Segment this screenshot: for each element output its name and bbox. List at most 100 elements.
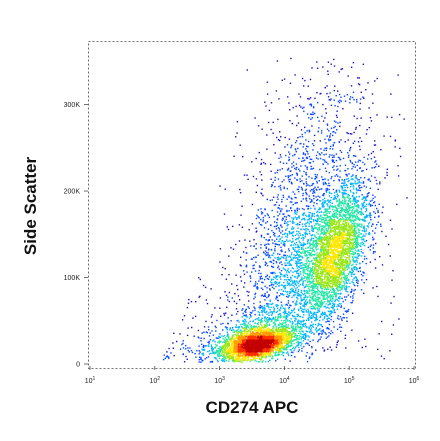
event-point [317,329,320,331]
event-point [170,352,172,354]
event-point [317,256,319,258]
event-point [356,278,359,281]
event-point [294,193,296,195]
event-point [291,198,293,200]
event-point [342,260,345,262]
event-point [306,205,308,207]
event-point [322,178,325,181]
event-point [219,333,221,335]
event-point [369,117,372,119]
event-point [345,252,347,255]
event-point [324,298,326,300]
event-point [352,245,355,247]
event-point [186,358,188,360]
event-point [313,190,315,192]
event-point [305,157,308,159]
event-point [228,255,230,257]
event-point [345,216,347,219]
event-point [355,188,357,191]
event-point [283,348,285,350]
event-point [333,58,335,61]
event-point [360,209,363,211]
event-point [229,327,231,330]
event-point [356,101,358,103]
event-point [302,323,305,325]
event-point [366,199,368,201]
event-point [320,287,322,289]
event-point [243,330,246,332]
event-point [279,309,281,312]
event-point [258,314,260,316]
event-point [326,293,329,295]
event-point [244,282,246,284]
event-point [346,203,348,205]
event-point [202,353,204,355]
event-point [351,209,353,212]
event-point [372,102,374,104]
event-point [366,195,368,198]
event-point [305,309,307,312]
event-point [328,332,330,334]
event-point [239,264,241,266]
event-point [315,349,317,351]
event-point [218,353,221,355]
event-point [208,329,210,331]
event-point [279,139,281,142]
event-point [356,285,359,287]
event-point [272,231,275,234]
event-point [325,210,327,212]
event-point [389,350,391,352]
event-point [313,267,316,269]
event-point [270,178,272,180]
event-point [332,166,334,169]
event-point [318,323,320,325]
event-point [325,281,327,283]
event-point [290,277,292,279]
event-point [345,206,347,208]
event-point [257,322,260,324]
event-point [290,291,292,293]
event-point [264,325,267,327]
event-point [309,103,311,106]
event-point [349,271,351,274]
event-point [192,317,194,319]
event-point [222,359,224,361]
event-point [218,342,221,344]
event-point [312,295,314,298]
event-point [372,194,374,196]
event-point [278,213,281,215]
event-point [357,204,359,206]
event-point [322,120,325,122]
event-point [358,235,360,238]
event-point [349,245,351,248]
event-point [313,249,315,251]
event-point [258,319,260,322]
event-point [335,198,337,200]
event-point [166,356,169,358]
event-point [346,248,349,250]
event-point [291,333,293,336]
event-point [290,343,292,345]
event-point [313,291,316,293]
event-point [285,259,287,262]
event-point [304,306,306,308]
event-point [248,307,250,309]
event-point [293,308,295,311]
event-point [260,174,263,176]
event-point [313,284,315,286]
event-point [292,248,295,250]
event-point [323,214,325,216]
event-point [284,284,286,287]
event-point [333,310,335,312]
event-point [329,229,331,232]
event-point [345,219,347,221]
event-point [219,185,221,187]
event-point [296,324,299,327]
event-point [298,349,301,351]
event-point [312,297,314,299]
event-point [326,306,329,309]
event-point [295,261,298,263]
event-point [285,347,287,350]
event-point [272,266,275,268]
event-point [292,106,294,109]
